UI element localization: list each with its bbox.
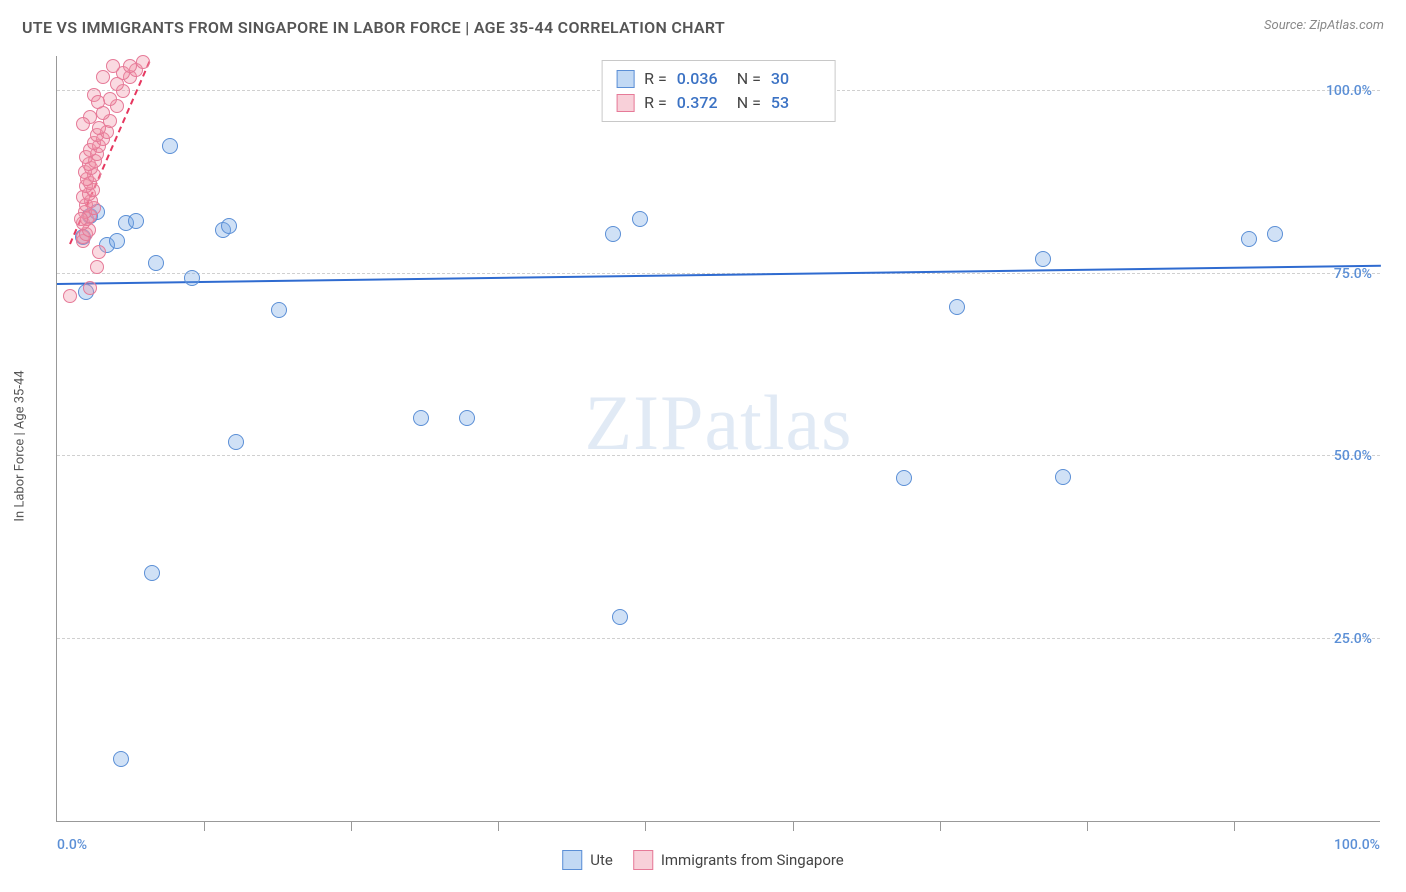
stats-legend-box: R = 0.036 N = 30 R = 0.372 N = 53: [601, 60, 836, 122]
x-tick: [204, 821, 205, 831]
x-tick: [940, 821, 941, 831]
data-point: [632, 211, 648, 227]
data-point: [228, 434, 244, 450]
gridline: [57, 455, 1380, 456]
data-point: [1241, 231, 1257, 247]
source-label: Source: ZipAtlas.com: [1264, 18, 1384, 33]
y-tick-label: 50.0%: [1334, 448, 1372, 464]
x-tick: [793, 821, 794, 831]
n-label: N =: [737, 91, 761, 115]
legend-swatch: [633, 850, 653, 870]
data-point: [144, 565, 160, 581]
x-tick: [498, 821, 499, 831]
legend-swatch: [616, 70, 634, 88]
data-point: [184, 270, 200, 286]
data-point: [136, 55, 150, 69]
data-point: [221, 218, 237, 234]
data-point: [90, 260, 104, 274]
legend-swatch: [562, 850, 582, 870]
data-point: [1267, 226, 1283, 242]
x-tick: [1087, 821, 1088, 831]
stats-row: R = 0.372 N = 53: [616, 91, 821, 115]
legend-label: Ute: [590, 851, 613, 869]
r-value: 0.372: [677, 91, 727, 115]
n-value: 53: [771, 91, 821, 115]
chart-plot-area: 25.0%50.0%75.0%100.0%0.0%100.0% ZIPatlas…: [56, 56, 1380, 822]
n-label: N =: [737, 67, 761, 91]
data-point: [109, 233, 125, 249]
data-point: [74, 212, 88, 226]
y-tick-label: 25.0%: [1334, 631, 1372, 647]
x-end-label: 100.0%: [1334, 837, 1380, 853]
data-point: [128, 213, 144, 229]
r-label: R =: [644, 91, 667, 115]
data-point: [92, 245, 106, 259]
data-point: [896, 470, 912, 486]
x-start-label: 0.0%: [57, 837, 87, 853]
data-point: [605, 226, 621, 242]
trend-line: [57, 265, 1381, 285]
data-point: [83, 281, 97, 295]
data-point: [91, 95, 105, 109]
data-point: [1055, 469, 1071, 485]
x-tick: [351, 821, 352, 831]
header: UTE VS IMMIGRANTS FROM SINGAPORE IN LABO…: [0, 0, 1406, 47]
x-tick: [645, 821, 646, 831]
data-point: [459, 410, 475, 426]
data-point: [106, 59, 120, 73]
r-value: 0.036: [677, 67, 727, 91]
data-point: [413, 410, 429, 426]
data-point: [123, 59, 137, 73]
chart-title: UTE VS IMMIGRANTS FROM SINGAPORE IN LABO…: [22, 18, 725, 37]
x-tick: [1234, 821, 1235, 831]
legend-label: Immigrants from Singapore: [661, 851, 844, 869]
data-point: [612, 609, 628, 625]
data-point: [63, 289, 77, 303]
n-value: 30: [771, 67, 821, 91]
stats-row: R = 0.036 N = 30: [616, 67, 821, 91]
gridline: [57, 638, 1380, 639]
data-point: [949, 299, 965, 315]
legend-item: Ute: [562, 850, 613, 870]
y-axis-label: In Labor Force | Age 35-44: [13, 370, 28, 521]
data-point: [162, 138, 178, 154]
legend-swatch: [616, 94, 634, 112]
y-tick-label: 75.0%: [1334, 266, 1372, 282]
series-legend: Ute Immigrants from Singapore: [562, 840, 844, 880]
y-tick-label: 100.0%: [1326, 83, 1372, 99]
data-point: [76, 117, 90, 131]
legend-item: Immigrants from Singapore: [633, 850, 844, 870]
data-point: [113, 751, 129, 767]
data-point: [148, 255, 164, 271]
data-point: [1035, 251, 1051, 267]
data-point: [271, 302, 287, 318]
data-point: [103, 92, 117, 106]
r-label: R =: [644, 67, 667, 91]
